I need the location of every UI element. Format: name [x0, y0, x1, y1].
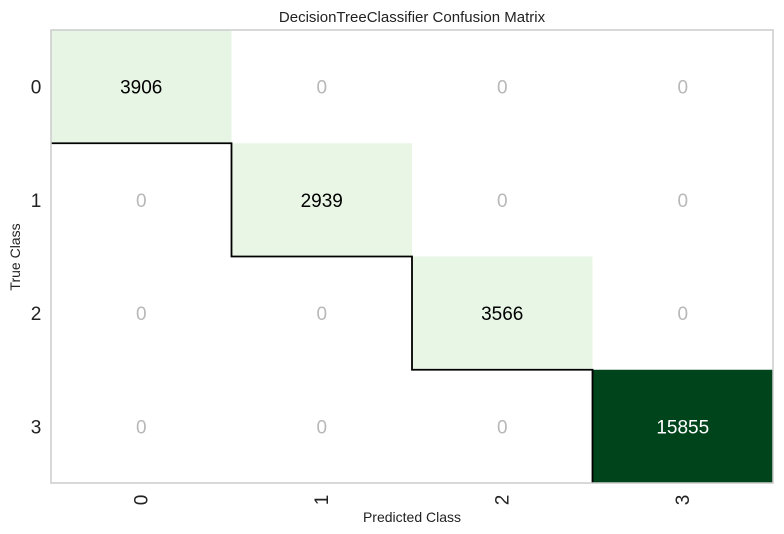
x-axis-label: Predicted Class — [363, 509, 461, 525]
y-axis-label: True Class — [7, 223, 23, 290]
x-tick-labels: 0 1 2 3 — [131, 495, 694, 506]
cell-1-1 — [231, 143, 412, 257]
y-tick-label-2: 2 — [31, 304, 42, 325]
x-tick-label-1: 1 — [312, 495, 333, 506]
chart-title: DecisionTreeClassifier Confusion Matrix — [279, 9, 546, 26]
cell-value-2-3: 0 — [677, 304, 688, 325]
cell-value-0-0: 3906 — [120, 78, 162, 99]
cell-3-3 — [592, 369, 773, 483]
cell-value-0-3: 0 — [677, 78, 688, 99]
cell-value-3-3: 15855 — [656, 417, 709, 438]
y-tick-label-3: 3 — [31, 417, 42, 438]
cell-value-1-3: 0 — [677, 191, 688, 212]
cell-value-1-2: 0 — [497, 191, 508, 212]
x-tick-label-2: 2 — [492, 495, 513, 506]
cell-2-2 — [412, 256, 593, 370]
matrix-cells: 3906 0 0 0 0 2939 0 0 0 0 3566 0 0 0 0 15855 — [51, 30, 773, 483]
cell-value-3-1: 0 — [316, 417, 327, 438]
cell-value-0-1: 0 — [316, 78, 327, 99]
y-tick-label-0: 0 — [31, 78, 42, 99]
cell-value-2-1: 0 — [316, 304, 327, 325]
cell-value-3-0: 0 — [136, 417, 147, 438]
cell-value-3-2: 0 — [497, 417, 508, 438]
x-tick-label-3: 3 — [673, 495, 694, 506]
cell-value-2-2: 3566 — [481, 304, 523, 325]
cell-value-1-0: 0 — [136, 191, 147, 212]
cell-value-1-1: 2939 — [301, 191, 343, 212]
y-tick-label-1: 1 — [31, 191, 42, 212]
y-tick-labels: 0 1 2 3 — [31, 78, 42, 439]
cell-value-0-2: 0 — [497, 78, 508, 99]
x-tick-label-0: 0 — [131, 495, 152, 506]
diagonal-step-line — [51, 142, 594, 483]
diagonal-step-path — [51, 142, 594, 483]
plot-frame — [50, 29, 774, 484]
cell-0-0 — [51, 30, 232, 144]
cell-value-2-0: 0 — [136, 304, 147, 325]
